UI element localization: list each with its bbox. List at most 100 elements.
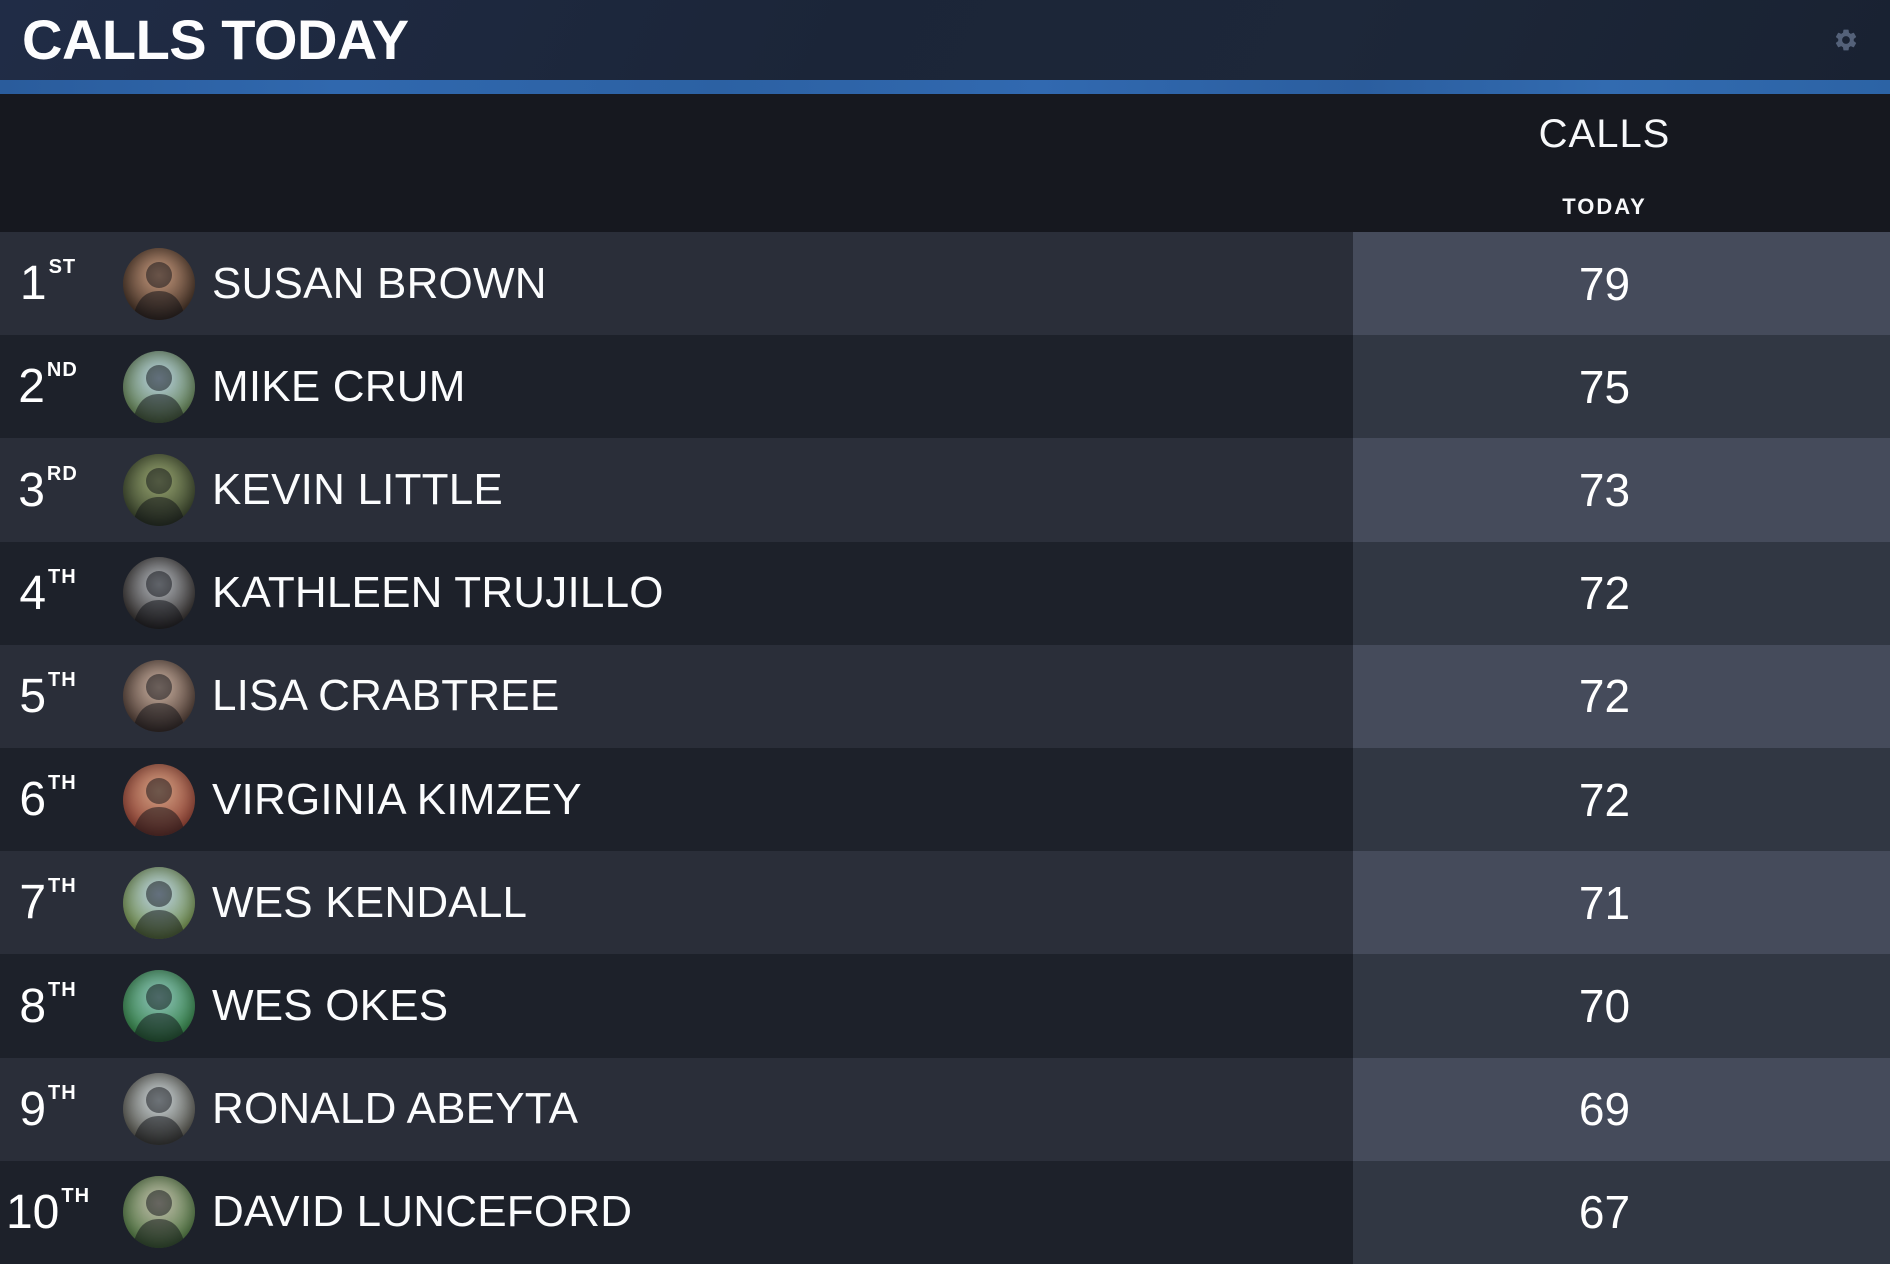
- rank-label: 1 ST: [0, 256, 96, 311]
- avatar: [123, 866, 195, 939]
- rank-label: 7 TH: [0, 875, 96, 930]
- calls-value: 67: [1578, 1186, 1631, 1239]
- avatar: [123, 660, 195, 733]
- agent-name: RONALD ABEYTA: [212, 1084, 579, 1134]
- avatar: [123, 557, 195, 630]
- rank-ordinal-suffix: TH: [61, 1184, 91, 1207]
- person-silhouette-icon: [132, 777, 186, 836]
- calls-value-cell: 67: [1353, 1160, 1890, 1264]
- table-row: 4 TH KATHLEEN TRUJILLO 72: [0, 541, 1890, 645]
- calls-column-title: CALLS: [1538, 112, 1671, 156]
- rank-label: 3 RD: [0, 463, 96, 518]
- leaderboard-rows: 1 ST SUSAN BROWN 79 2 ND MIKE CRUM 75 3 RD: [0, 232, 1890, 1264]
- calls-value: 70: [1578, 980, 1631, 1033]
- rank-ordinal-suffix: TH: [48, 1081, 77, 1104]
- rank-ordinal-suffix: RD: [46, 462, 78, 485]
- table-row: 7 TH WES KENDALL 71: [0, 851, 1890, 955]
- table-row: 6 TH VIRGINIA KIMZEY 72: [0, 748, 1890, 852]
- rank-label: 8 TH: [0, 979, 96, 1034]
- person-silhouette-icon: [132, 984, 186, 1043]
- table-row: 5 TH LISA CRABTREE 72: [0, 644, 1890, 749]
- agent-name: WES OKES: [212, 981, 449, 1031]
- calls-value: 71: [1578, 876, 1631, 929]
- rank-number: 2: [18, 360, 45, 414]
- agent-name: KATHLEEN TRUJILLO: [212, 568, 664, 618]
- calls-column-subtitle: TODAY: [1562, 194, 1647, 219]
- page-title: CALLS TODAY: [22, 8, 409, 71]
- calls-value-cell: 75: [1353, 335, 1890, 439]
- avatar: [123, 247, 195, 320]
- calls-value: 72: [1578, 670, 1631, 723]
- person-silhouette-icon: [132, 1190, 186, 1249]
- rank-number: 9: [19, 1082, 47, 1136]
- accent-stripe: [0, 80, 1890, 94]
- calls-value: 75: [1578, 360, 1631, 413]
- agent-name: SUSAN BROWN: [212, 258, 547, 308]
- calls-value: 72: [1578, 773, 1631, 826]
- rank-ordinal-suffix: ND: [46, 359, 78, 382]
- rank-number: 4: [19, 566, 47, 620]
- avatar: [123, 1176, 195, 1249]
- rank-number: 7: [19, 876, 47, 930]
- table-row: 1 ST SUSAN BROWN 79: [0, 232, 1890, 336]
- agent-name: DAVID LUNCEFORD: [212, 1187, 633, 1237]
- rank-number: 1: [19, 257, 47, 311]
- rank-ordinal-suffix: TH: [48, 772, 77, 795]
- calls-column-header: CALLS TODAY: [1353, 94, 1890, 232]
- avatar: [123, 763, 195, 836]
- avatar: [123, 970, 195, 1043]
- agent-name: VIRGINIA KIMZEY: [212, 774, 582, 824]
- calls-value-cell: 70: [1353, 954, 1890, 1058]
- table-row: 2 ND MIKE CRUM 75: [0, 335, 1890, 439]
- table-row: 9 TH RONALD ABEYTA 69: [0, 1057, 1890, 1161]
- rank-number: 5: [19, 669, 47, 723]
- settings-button[interactable]: [1833, 27, 1859, 53]
- person-silhouette-icon: [132, 261, 186, 320]
- table-row: 3 RD KEVIN LITTLE 73: [0, 438, 1890, 542]
- rank-number: 8: [19, 979, 47, 1033]
- agent-name: KEVIN LITTLE: [212, 465, 503, 514]
- calls-value-cell: 69: [1353, 1057, 1890, 1161]
- avatar: [123, 1073, 195, 1146]
- rank-label: 2 ND: [0, 359, 96, 414]
- calls-value-cell: 79: [1353, 232, 1890, 336]
- calls-value-cell: 72: [1353, 748, 1890, 852]
- calls-value-cell: 72: [1353, 644, 1890, 749]
- agent-name: MIKE CRUM: [212, 361, 466, 411]
- rank-ordinal-suffix: TH: [48, 565, 77, 588]
- agent-name: LISA CRABTREE: [212, 671, 560, 721]
- gear-icon: [1835, 29, 1857, 51]
- rank-number: 6: [19, 773, 47, 827]
- rank-ordinal-suffix: TH: [48, 668, 77, 691]
- calls-value: 79: [1578, 257, 1631, 310]
- table-row: 10 TH DAVID LUNCEFORD 67: [0, 1160, 1890, 1264]
- table-row: 8 TH WES OKES 70: [0, 954, 1890, 1058]
- rank-number: 10: [5, 1185, 60, 1239]
- calls-value: 69: [1578, 1083, 1631, 1136]
- person-silhouette-icon: [132, 468, 186, 526]
- rank-label: 6 TH: [0, 772, 96, 827]
- table-header: CALLS TODAY: [0, 94, 1890, 232]
- top-bar: CALLS TODAY: [0, 0, 1890, 80]
- avatar: [123, 454, 195, 526]
- rank-label: 9 TH: [0, 1082, 96, 1137]
- rank-ordinal-suffix: TH: [48, 875, 77, 898]
- calls-value-cell: 72: [1353, 541, 1890, 645]
- calls-value: 73: [1578, 464, 1631, 516]
- calls-value-cell: 71: [1353, 851, 1890, 955]
- person-silhouette-icon: [132, 364, 186, 423]
- avatar: [123, 350, 195, 423]
- person-silhouette-icon: [132, 571, 186, 630]
- rank-label: 4 TH: [0, 566, 96, 621]
- person-silhouette-icon: [132, 1087, 186, 1146]
- person-silhouette-icon: [132, 674, 186, 733]
- person-silhouette-icon: [132, 880, 186, 939]
- rank-label: 10 TH: [0, 1185, 96, 1240]
- rank-ordinal-suffix: ST: [48, 256, 77, 279]
- rank-ordinal-suffix: TH: [48, 978, 77, 1001]
- rank-label: 5 TH: [0, 669, 96, 724]
- calls-value-cell: 73: [1353, 438, 1890, 542]
- rank-number: 3: [18, 463, 45, 517]
- calls-value: 72: [1578, 567, 1631, 620]
